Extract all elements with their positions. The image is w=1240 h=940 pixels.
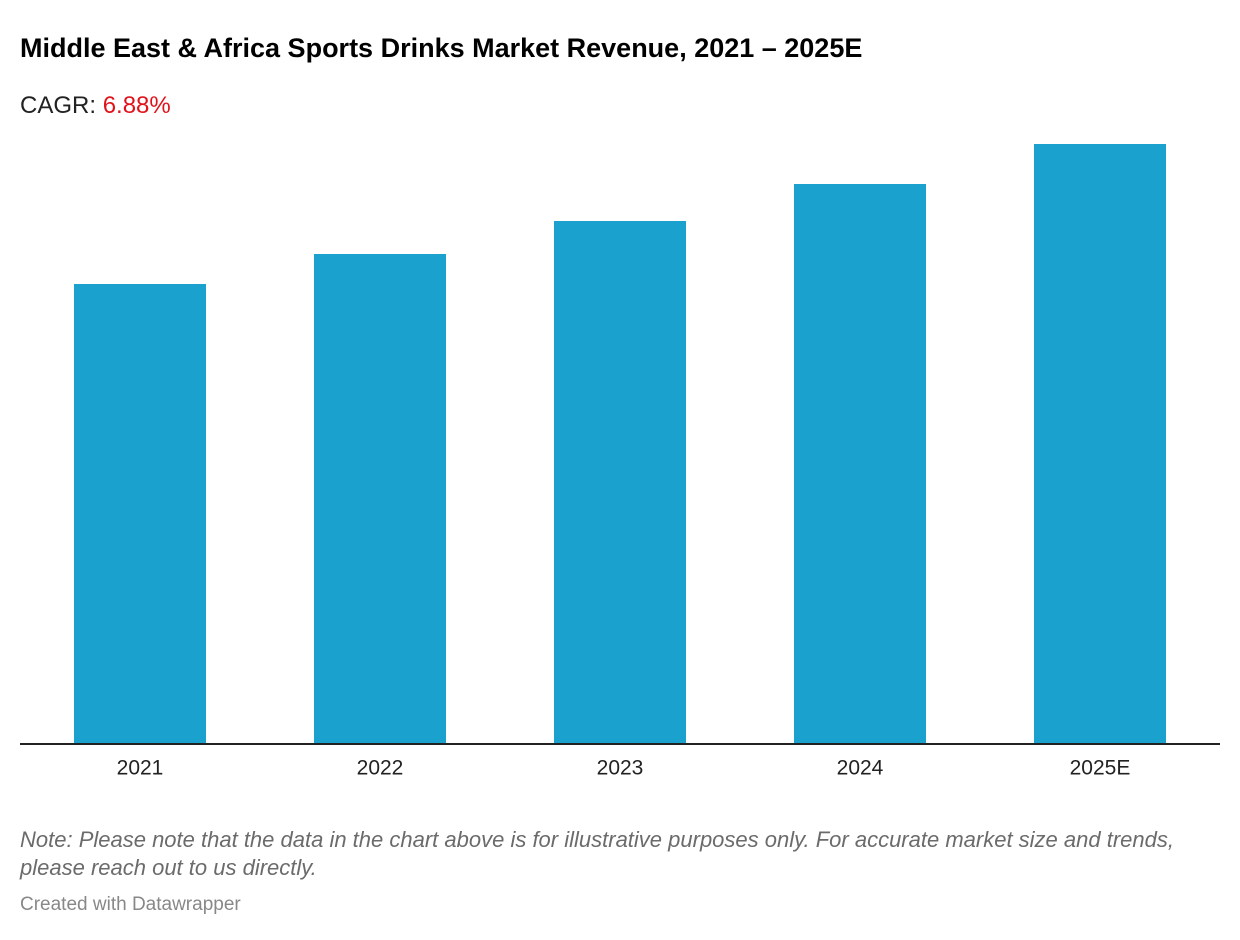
bar (794, 184, 926, 744)
credit: Created with Datawrapper (20, 894, 241, 915)
subtitle-label: CAGR: (20, 92, 96, 119)
x-tick-label: 2025E (1070, 757, 1131, 780)
cagr-value: 6.88% (103, 92, 171, 119)
note: Note: Please note that the data in the c… (20, 827, 1174, 880)
x-tick-label: 2023 (597, 757, 644, 780)
x-tick-label: 2024 (837, 757, 884, 780)
bar (1034, 144, 1166, 744)
chart: Middle East & Africa Sports Drinks Marke… (20, 33, 1220, 780)
subtitle: CAGR: 6.88% (20, 92, 171, 119)
bar (314, 254, 446, 744)
chart-title: Middle East & Africa Sports Drinks Marke… (20, 33, 862, 63)
bar (554, 221, 686, 744)
x-tick-label: 2021 (117, 757, 164, 780)
x-tick-label: 2022 (357, 757, 404, 780)
bar (74, 284, 206, 744)
